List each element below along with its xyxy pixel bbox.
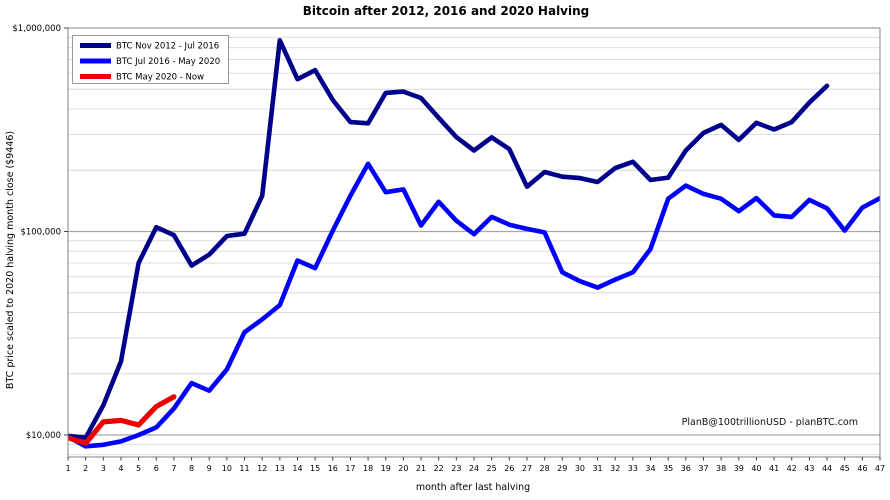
x-tick-label: 29 — [557, 464, 567, 473]
legend-label: BTC Jul 2016 - May 2020 — [116, 57, 220, 67]
x-tick-label: 13 — [275, 464, 285, 473]
series-line-btc-2012 — [68, 37, 830, 441]
x-tick-label: 32 — [610, 464, 620, 473]
x-tick-label: 11 — [239, 464, 249, 473]
x-tick-label: 7 — [171, 464, 176, 473]
frame-layer — [67, 27, 881, 458]
x-tick-label: 45 — [840, 464, 850, 473]
x-tick-label: 23 — [451, 464, 461, 473]
watermark: PlanB@100trillionUSD - planBTC.com — [682, 417, 858, 428]
legend: BTC Nov 2012 - Jul 2016 BTC Jul 2016 - Ma… — [72, 35, 229, 84]
series-line-btc-2020 — [68, 394, 177, 446]
x-tick-label: 40 — [751, 464, 761, 473]
legend-label: BTC Nov 2012 - Jul 2016 — [116, 42, 219, 52]
x-tick-label: 9 — [207, 464, 212, 473]
x-tick-label: 44 — [822, 464, 832, 473]
series-line-btc-2016 — [68, 161, 880, 449]
chart-title: Bitcoin after 2012, 2016 and 2020 Halvin… — [303, 4, 590, 18]
x-tick-label: 12 — [257, 464, 267, 473]
x-tick-label: 31 — [592, 464, 602, 473]
x-tick-label: 17 — [345, 464, 355, 473]
x-tick-label: 37 — [698, 464, 708, 473]
x-tick-label: 43 — [804, 464, 814, 473]
x-tick-label: 21 — [416, 464, 426, 473]
x-tick-label: 24 — [469, 464, 479, 473]
x-tick-label: 25 — [487, 464, 497, 473]
x-tick-label: 4 — [118, 464, 123, 473]
x-tick-label: 5 — [136, 464, 141, 473]
x-axis-title: month after last halving — [416, 482, 530, 493]
x-tick-label: 46 — [857, 464, 867, 473]
x-tick-label: 15 — [310, 464, 320, 473]
x-tick-label: 33 — [628, 464, 638, 473]
x-tick-label: 19 — [381, 464, 391, 473]
x-tick-label: 26 — [504, 464, 514, 473]
x-tick-label: 35 — [663, 464, 673, 473]
x-tick-label: 27 — [522, 464, 532, 473]
x-tick-label: 34 — [645, 464, 655, 473]
x-tick-label: 41 — [769, 464, 779, 473]
x-tick-label: 39 — [734, 464, 744, 473]
y-axis-title: BTC price scaled to 2020 halving month c… — [5, 131, 16, 389]
x-tick-label: 28 — [540, 464, 550, 473]
x-tick-label: 22 — [434, 464, 444, 473]
x-tick-label: 3 — [101, 464, 106, 473]
x-tick-label: 30 — [575, 464, 585, 473]
x-tick-label: 1 — [65, 464, 70, 473]
x-tick-label: 20 — [398, 464, 408, 473]
legend-label: BTC May 2020 - Now — [116, 73, 204, 83]
x-tick-label: 47 — [875, 464, 885, 473]
x-tick-label: 38 — [716, 464, 726, 473]
x-tick-label: 14 — [292, 464, 302, 473]
x-tick-label: 8 — [189, 464, 194, 473]
tick-layer: 1 2 3 4 5 6 7 8 9 10 11 12 13 14 15 16 17 18 19 20 21 22 23 24 2… — [12, 24, 885, 473]
y-tick-label: $10,000 — [26, 431, 61, 441]
x-tick-label: 36 — [681, 464, 691, 473]
x-tick-label: 2 — [83, 464, 88, 473]
x-tick-label: 10 — [222, 464, 232, 473]
x-tick-label: 42 — [787, 464, 797, 473]
plot-frame — [67, 27, 881, 458]
series-layer — [68, 37, 880, 449]
y-tick-label: $1,000,000 — [12, 24, 61, 34]
grid-layer — [68, 36, 880, 456]
x-tick-label: 16 — [328, 464, 338, 473]
x-tick-label: 18 — [363, 464, 373, 473]
x-tick-label: 6 — [154, 464, 159, 473]
y-tick-label: $100,000 — [20, 228, 61, 238]
